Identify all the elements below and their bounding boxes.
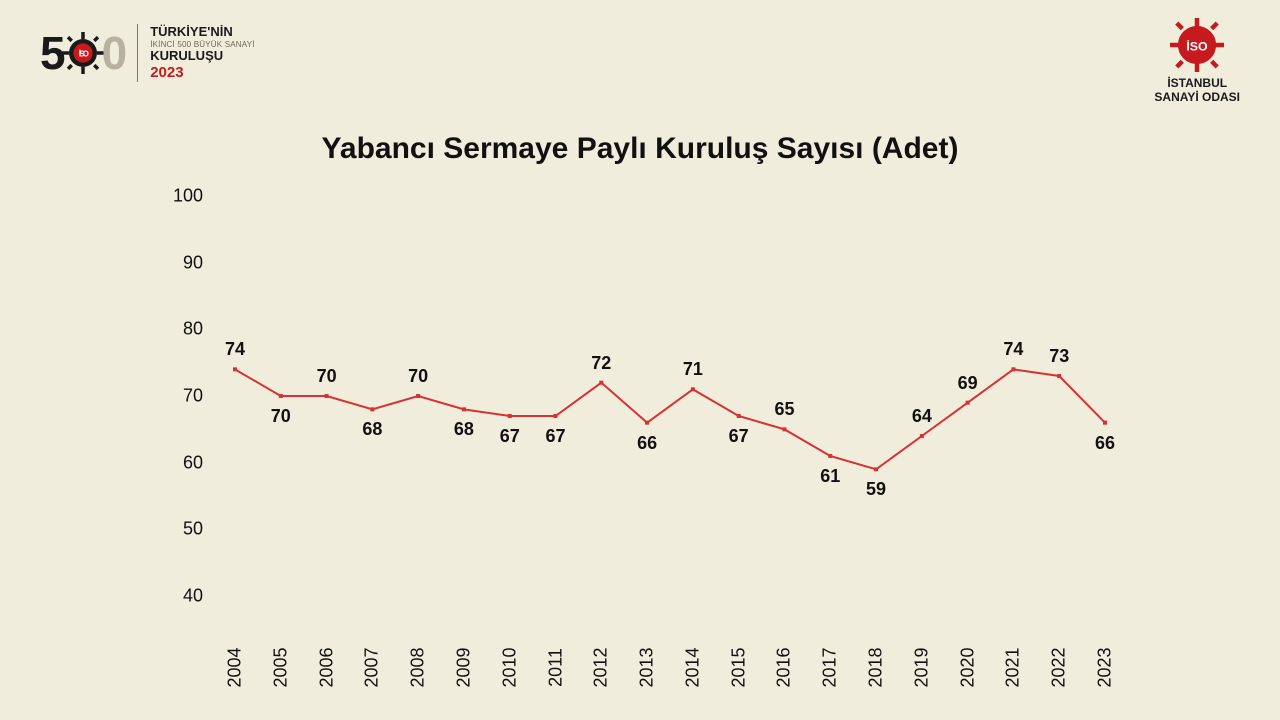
line-chart: 2004200520062007200820092010201120122013…: [145, 196, 1145, 626]
data-marker: [554, 414, 558, 418]
data-label: 66: [1095, 433, 1115, 454]
x-tick-label: 2005: [270, 643, 291, 693]
logo-left: 5 İSO 0 TÜRKİYE'Nİ: [40, 24, 255, 82]
logo-line4: 2023: [150, 64, 255, 81]
x-tick-label: 2022: [1049, 643, 1070, 693]
x-tick-label: 2016: [774, 643, 795, 693]
data-marker: [1011, 367, 1015, 371]
y-tick-label: 80: [145, 319, 203, 340]
logo-divider: [137, 24, 138, 82]
x-tick-label: 2021: [1003, 643, 1024, 693]
data-label: 72: [591, 353, 611, 374]
data-marker: [1057, 374, 1061, 378]
chart-svg: [215, 196, 1125, 596]
data-label: 67: [500, 426, 520, 447]
y-tick-label: 60: [145, 452, 203, 473]
logo-right: İSO İSTANBUL SANAYİ ODASI: [1154, 18, 1240, 105]
x-tick-label: 2014: [682, 643, 703, 693]
data-label: 74: [1003, 339, 1023, 360]
data-label: 59: [866, 479, 886, 500]
logo-right-line2: SANAYİ ODASI: [1154, 90, 1240, 104]
data-label: 67: [546, 426, 566, 447]
x-tick-label: 2008: [408, 643, 429, 693]
x-tick-label: 2023: [1095, 643, 1116, 693]
data-label: 64: [912, 406, 932, 427]
data-marker: [599, 381, 603, 385]
data-marker: [370, 407, 374, 411]
data-marker: [1103, 421, 1107, 425]
data-marker: [782, 427, 786, 431]
data-label: 73: [1049, 346, 1069, 367]
data-marker: [233, 367, 237, 371]
data-marker: [874, 467, 878, 471]
data-marker: [462, 407, 466, 411]
data-marker: [279, 394, 283, 398]
x-tick-label: 2006: [316, 643, 337, 693]
x-tick-label: 2015: [728, 643, 749, 693]
data-label: 66: [637, 433, 657, 454]
svg-text:İSO: İSO: [1187, 39, 1209, 54]
data-marker: [920, 434, 924, 438]
data-marker: [416, 394, 420, 398]
x-tick-label: 2020: [957, 643, 978, 693]
data-label: 68: [454, 419, 474, 440]
data-marker: [325, 394, 329, 398]
y-tick-label: 70: [145, 386, 203, 407]
logo-digit-5: 5: [40, 26, 64, 80]
x-tick-label: 2018: [866, 643, 887, 693]
logo-right-line1: İSTANBUL: [1154, 76, 1240, 90]
x-tick-label: 2012: [591, 643, 612, 693]
data-marker: [645, 421, 649, 425]
y-tick-label: 50: [145, 519, 203, 540]
gear-icon: İSO: [1170, 18, 1224, 72]
data-label: 71: [683, 359, 703, 380]
y-tick-label: 90: [145, 252, 203, 273]
y-tick-label: 40: [145, 586, 203, 607]
data-label: 68: [362, 419, 382, 440]
data-marker: [828, 454, 832, 458]
chart-title: Yabancı Sermaye Paylı Kuruluş Sayısı (Ad…: [0, 132, 1280, 166]
x-tick-label: 2010: [499, 643, 520, 693]
plot-area: 2004200520062007200820092010201120122013…: [215, 196, 1125, 596]
x-tick-label: 2011: [545, 643, 566, 693]
data-marker: [508, 414, 512, 418]
data-marker: [966, 401, 970, 405]
logo-500-mark: 5 İSO 0: [40, 26, 125, 80]
x-tick-label: 2019: [911, 643, 932, 693]
data-marker: [691, 387, 695, 391]
data-label: 70: [271, 406, 291, 427]
data-label: 61: [820, 466, 840, 487]
x-tick-label: 2004: [225, 643, 246, 693]
gear-icon: İSO: [62, 32, 104, 74]
data-marker: [737, 414, 741, 418]
logo-line3: KURULUŞU: [150, 49, 255, 64]
logo-left-text: TÜRKİYE'NİN İKİNCİ 500 BÜYÜK SANAYİ KURU…: [150, 25, 255, 81]
data-label: 69: [958, 373, 978, 394]
x-tick-label: 2013: [637, 643, 658, 693]
y-tick-label: 100: [145, 186, 203, 207]
x-tick-label: 2007: [362, 643, 383, 693]
data-label: 65: [774, 399, 794, 420]
logo-digit-0: 0: [102, 26, 126, 80]
x-tick-label: 2017: [820, 643, 841, 693]
data-label: 70: [317, 366, 337, 387]
data-label: 74: [225, 339, 245, 360]
data-label: 67: [729, 426, 749, 447]
data-label: 70: [408, 366, 428, 387]
x-tick-label: 2009: [453, 643, 474, 693]
logo-line1: TÜRKİYE'NİN: [150, 25, 255, 40]
